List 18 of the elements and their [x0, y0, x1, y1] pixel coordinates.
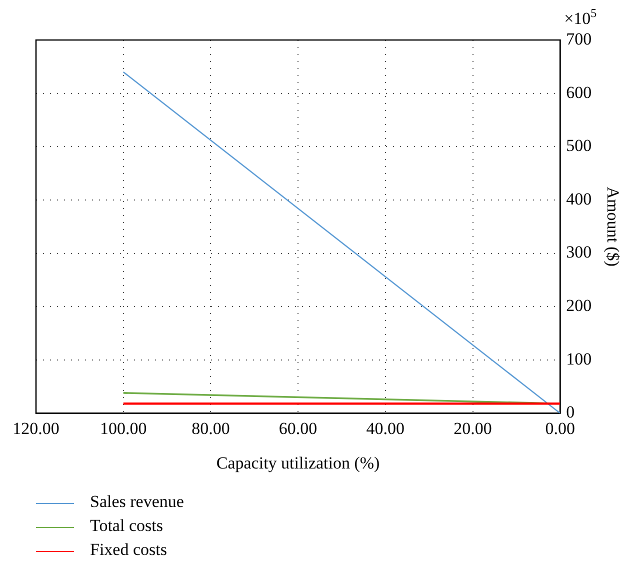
y-tick-label: 400 [566, 189, 592, 208]
x-tick-label: 100.00 [100, 418, 147, 438]
y-axis-title: Amount ($) [603, 186, 622, 266]
x-tick-label: 80.00 [192, 418, 230, 438]
x-tick-label: 120.00 [12, 418, 60, 438]
y-tick-label: 200 [566, 296, 592, 316]
legend-label: Total costs [90, 516, 163, 535]
x-tick-label: 20.00 [454, 418, 492, 438]
legend-label: Fixed costs [90, 540, 167, 559]
y-tick-label: 700 [566, 29, 592, 48]
y-tick-label: 500 [566, 136, 592, 156]
x-axis-title: Capacity utilization (%) [216, 453, 380, 472]
y-tick-label: 100 [566, 349, 592, 368]
x-tick-label: 40.00 [366, 418, 405, 438]
legend-label: Sales revenue [90, 492, 184, 511]
y-tick-label: 600 [566, 82, 592, 102]
x-tick-label: 60.00 [278, 418, 318, 438]
y-tick-label: 300 [566, 242, 592, 262]
